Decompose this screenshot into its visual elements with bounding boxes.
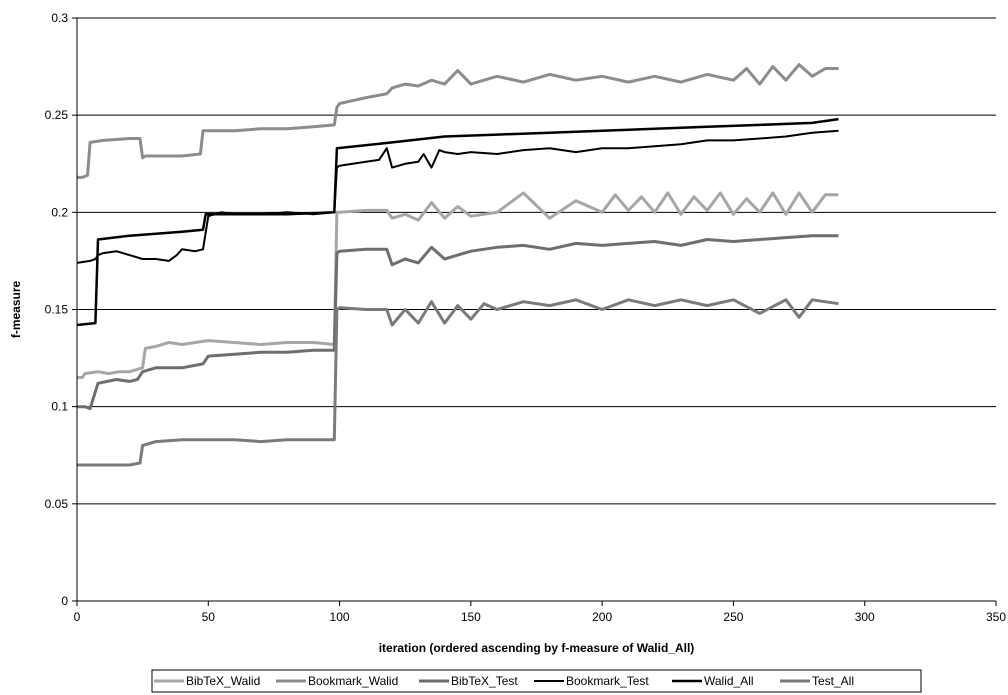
x-tick-label-7: 350 [986, 610, 1006, 624]
x-tick-label-0: 0 [74, 610, 81, 624]
y-tick-label-6: 0.3 [51, 11, 68, 25]
series-line-bookmark-walid [77, 63, 839, 179]
y-tick-label-2: 0.1 [51, 400, 68, 414]
legend-label-3: Bookmark_Test [566, 674, 649, 688]
x-tick-label-4: 200 [592, 610, 612, 624]
x-tick-label-5: 250 [723, 610, 743, 624]
x-axis-title: iteration (ordered ascending by f-measur… [379, 641, 695, 655]
series-line-test-all [77, 298, 839, 467]
y-tick-label-3: 0.15 [45, 303, 69, 317]
y-tick-label-5: 0.25 [45, 108, 69, 122]
legend-label-1: Bookmark_Walid [308, 674, 398, 688]
series-line-bookmark-test [76, 129, 839, 264]
series-line-walid-all [76, 117, 839, 327]
x-tick-label-2: 100 [330, 610, 350, 624]
x-tick-label-6: 300 [855, 610, 875, 624]
legend-label-4: Walid_All [704, 674, 754, 688]
x-tick-label-1: 50 [202, 610, 216, 624]
legend-label-2: BibTeX_Test [451, 674, 518, 688]
tick-labels: 0 50 100 150 200 250 300 350 0 0.05 0.1 0.15 0.2 0.25… [45, 11, 1007, 624]
x-tick-label-3: 150 [461, 610, 481, 624]
axes [72, 17, 997, 606]
y-tick-label-4: 0.2 [51, 205, 68, 219]
legend-label-0: BibTeX_Walid [186, 674, 260, 688]
y-axis-title: f-measure [9, 280, 23, 338]
legend: BibTeX_Walid Bookmark_Walid BibTeX_Test Boo… [151, 669, 922, 693]
y-tick-label-0: 0 [61, 594, 68, 608]
series-lines [76, 63, 839, 467]
series-line-bibtex-test [77, 234, 839, 411]
legend-label-5: Test_All [812, 674, 854, 688]
series-line-bibtex-walid [77, 191, 839, 379]
y-tick-label-1: 0.05 [45, 497, 69, 511]
